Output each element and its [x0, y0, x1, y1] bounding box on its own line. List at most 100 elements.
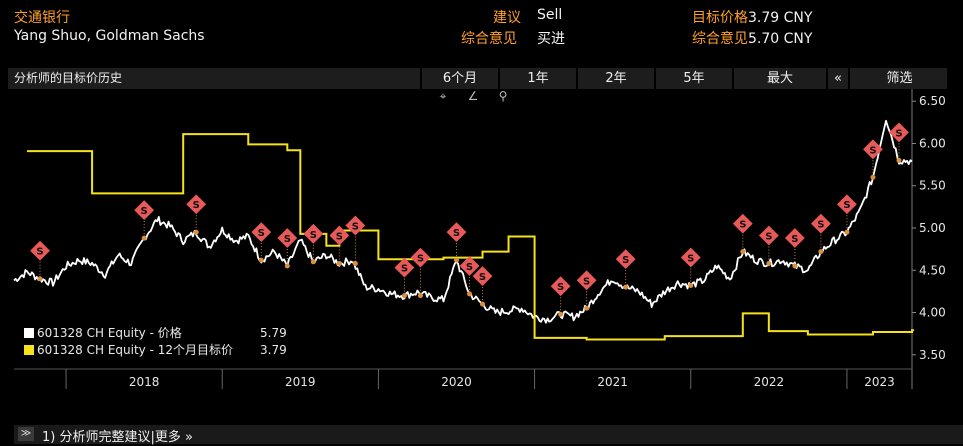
marker-dot [584, 305, 590, 311]
y-tick-label: 4.00 [919, 306, 946, 320]
legend-label-target: 601328 CH Equity - 12个月目标价 [37, 343, 234, 357]
y-tick-label: 5.00 [919, 221, 946, 235]
marker-label: S [557, 282, 564, 293]
marker-label: S [141, 206, 148, 217]
recommendation-marker: S [134, 200, 155, 241]
marker-label: S [310, 230, 317, 241]
marker-diamond [550, 276, 571, 297]
x-tick-label: 2019 [285, 375, 316, 389]
marker-label: S [479, 272, 486, 283]
target-price-label: 目标价格 [692, 10, 748, 26]
legend-value-target: 3.79 [260, 343, 287, 357]
tab-6-months[interactable]: 6个月 [420, 68, 498, 89]
marker-diamond [459, 256, 480, 276]
marker-label: S [284, 234, 291, 245]
marker-label: S [352, 221, 359, 232]
marker-dot [558, 311, 564, 317]
marker-dot [310, 259, 316, 265]
marker-dot [401, 293, 407, 299]
recommendation-marker: S [345, 215, 366, 266]
recommendation-marker: S [251, 222, 272, 263]
marker-label: S [817, 220, 824, 231]
y-tick-label: 4.50 [919, 263, 946, 277]
marker-dot [336, 260, 342, 266]
recommendation-label: 建议 [493, 10, 521, 26]
company-name[interactable]: 交通银行 [14, 10, 70, 26]
expand-chevron-icon[interactable]: ≫ [18, 427, 34, 441]
marker-diamond [446, 222, 467, 243]
marker-dot [740, 249, 746, 255]
marker-diamond [394, 257, 415, 278]
tab-1-year[interactable]: 1年 [498, 68, 576, 89]
marker-dot [453, 257, 459, 263]
x-tick-label: 2021 [597, 375, 628, 389]
marker-label: S [869, 145, 876, 156]
marker-label: S [622, 255, 629, 266]
collapse-button[interactable]: « [826, 68, 848, 89]
price-line [13, 119, 913, 324]
recommendation-marker: S [277, 228, 298, 269]
footer-bar: ≫ 1) 分析师完整建议|更多 » [14, 425, 963, 445]
legend-label-price: 601328 CH Equity - 价格 [37, 326, 182, 340]
consensus-label: 综合意见 [461, 31, 517, 47]
y-tick-label: 6.50 [919, 94, 946, 108]
full-recommendations-link[interactable]: 1) 分析师完整建议|更多 » [42, 430, 193, 445]
legend-swatch-price [24, 327, 34, 338]
marker-label: S [193, 200, 200, 211]
marker-diamond [277, 228, 298, 248]
recommendation-marker: S [459, 256, 480, 297]
recommendation-marker: S [889, 122, 909, 163]
zoom-icon[interactable]: ⚲ [498, 89, 508, 103]
y-tick-label: 5.50 [919, 179, 946, 193]
marker-dot [467, 291, 473, 297]
marker-label: S [453, 228, 460, 239]
marker-dot [284, 263, 290, 269]
recommendation-marker: S [837, 194, 857, 235]
tab-5-years[interactable]: 5年 [654, 68, 732, 89]
recommendation-marker: S [186, 194, 207, 235]
y-tick-label: 6.00 [919, 136, 946, 150]
x-tick-label: 2020 [441, 375, 472, 389]
recommendation-marker: S [410, 247, 431, 299]
marker-label: S [791, 234, 798, 245]
marker-dot [623, 284, 629, 290]
target-price: 目标价格3.79 CNY [692, 7, 812, 27]
legend-value-price: 5.79 [260, 326, 287, 340]
marker-label: S [739, 220, 746, 231]
marker-dot [193, 229, 199, 235]
marker-dot [896, 157, 902, 163]
x-tick-label: 2022 [754, 375, 785, 389]
marker-diamond [472, 266, 493, 286]
consensus-target-value: 5.70 CNY [748, 31, 813, 47]
marker-dot [844, 229, 850, 235]
period-tab-bar: 分析师的目标价历史 6个月 1年 2年 5年 最大 « 筛选 [8, 68, 947, 89]
legend-row-price: 601328 CH Equity - 价格 5.79 [24, 325, 287, 342]
draw-line-icon[interactable]: ∠ [467, 89, 479, 103]
tab-max[interactable]: 最大 [732, 68, 826, 89]
legend-swatch-target [24, 344, 34, 355]
marker-label: S [417, 254, 424, 265]
consensus-target: 综合意见5.70 CNY [692, 28, 812, 48]
recommendation-marker: S [303, 223, 324, 265]
marker-label: S [765, 231, 772, 242]
marker-dot [37, 276, 43, 282]
recommendation-marker: S [810, 213, 831, 255]
marker-label: S [466, 262, 473, 273]
marker-diamond [329, 225, 350, 246]
y-tick-label: 3.50 [919, 348, 946, 362]
marker-label: S [687, 253, 694, 264]
marker-diamond [345, 215, 366, 236]
marker-dot [352, 260, 358, 266]
recommendation-marker: S [732, 213, 753, 255]
recommendation-marker: S [550, 276, 571, 317]
price-target-chart[interactable]: 6.50 6.00 5.50 5.00 4.50 4.00 3.50 2018 2019 202… [0, 89, 963, 419]
filter-button[interactable]: 筛选 [848, 68, 949, 89]
tab-2-years[interactable]: 2年 [576, 68, 654, 89]
marker-label: S [583, 276, 590, 287]
x-tick-label: 2018 [129, 375, 160, 389]
chart-series [13, 119, 914, 341]
crosshair-icon[interactable]: ⌖ [439, 89, 447, 103]
marker-dot [792, 263, 798, 269]
marker-dot [688, 282, 694, 288]
chart-grid [14, 89, 913, 389]
